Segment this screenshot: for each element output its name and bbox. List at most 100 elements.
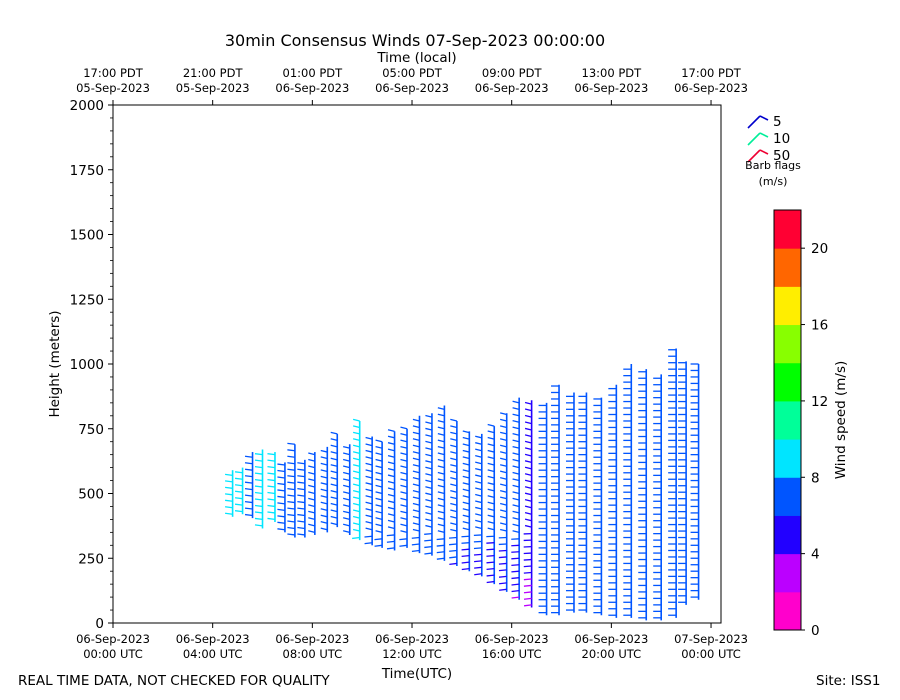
y-tick-label: 500 [78, 487, 104, 503]
wind-barb-tick [448, 536, 457, 539]
wind-barb-tick [365, 475, 373, 479]
barb-legend-value: 10 [773, 131, 790, 147]
wind-barb-tick [449, 556, 457, 559]
wind-barb-tick [461, 567, 470, 571]
wind-barb-tick [244, 494, 253, 497]
wind-barb-tick [343, 504, 350, 508]
wind-barb-tick [437, 439, 445, 443]
wind-barb-tick [297, 500, 305, 504]
wind-barb-tick [437, 517, 445, 521]
wind-barb-tick [462, 488, 470, 492]
barb-legend-units: (m/s) [759, 175, 788, 188]
wind-barb-tick [234, 510, 243, 513]
wind-barb-tick [254, 465, 263, 469]
wind-barb-tick [308, 471, 315, 475]
y-tick-label: 1750 [70, 163, 104, 179]
wind-barb-tick [352, 483, 360, 487]
wind-barb-tick [524, 408, 532, 412]
wind-barb-tick [487, 521, 495, 524]
x-tick-date: 06-Sep-2023 [574, 632, 648, 646]
wind-barb-tick [462, 475, 470, 479]
wind-barb-tick [512, 439, 520, 443]
wind-barb-tick [387, 448, 395, 452]
wind-barb-tick [425, 421, 433, 425]
wind-barb-tick [287, 455, 295, 458]
x-tick-time: 20:00 UTC [582, 647, 642, 661]
wind-barb-tick [267, 504, 276, 508]
y-tick-label: 1000 [70, 357, 104, 373]
wind-barb-tick [474, 560, 482, 563]
wind-barb-tick [254, 459, 263, 462]
wind-barb-tick [297, 468, 305, 471]
wind-barb-tick [352, 522, 360, 526]
wind-barb-tick [365, 508, 373, 511]
y-tick-label: 750 [78, 422, 104, 438]
wind-barb-tick [320, 475, 328, 479]
wind-barb-tick [330, 522, 338, 526]
quality-disclaimer: REAL TIME DATA, NOT CHECKED FOR QUALITY [18, 673, 330, 689]
wind-barb-tick [412, 528, 420, 532]
wind-barb-tick [462, 508, 470, 511]
wind-barb-tick [475, 506, 482, 510]
wind-barb-tick [287, 520, 295, 523]
wind-barb-tick [436, 551, 445, 554]
wind-barb-tick [524, 518, 532, 522]
wind-barb-tick [462, 521, 470, 524]
x-tick-time: 00:00 UTC [83, 647, 143, 661]
wind-barb-tick [400, 523, 408, 527]
wind-barb-tick [499, 464, 507, 467]
plot-area [112, 104, 722, 624]
wind-barb-tick [462, 482, 470, 486]
wind-barb-tick [400, 445, 408, 449]
wind-barb-tick [511, 564, 520, 567]
wind-barb-tick [399, 538, 408, 541]
wind-barb-tick [512, 413, 520, 417]
wind-barb-tick [499, 438, 507, 442]
wind-barb-tick [375, 458, 383, 462]
wind-barb-tick [343, 445, 350, 449]
wind-barb-tick [365, 449, 373, 453]
wind-barb-tick [512, 491, 520, 495]
wind-barb-tick [437, 471, 445, 475]
wind-barb-tick [425, 427, 433, 431]
wind-barb-tick [244, 475, 253, 478]
wind-barb-tick [523, 571, 532, 574]
top-tick-date: 06-Sep-2023 [475, 81, 549, 95]
wind-barb-tick [524, 486, 532, 489]
wind-barb-tick [450, 489, 458, 493]
wind-barb-tick [524, 499, 532, 502]
wind-barb-tick [450, 431, 458, 435]
wind-barb-tick [462, 443, 470, 447]
wind-barb-tick [498, 562, 507, 565]
wind-barb-tick [524, 460, 532, 464]
wind-barb-tick [499, 528, 507, 532]
wind-barb-tick [487, 495, 495, 499]
wind-barb-tick [352, 509, 360, 513]
wind-barb-tick [387, 442, 395, 445]
wind-barb-tick [412, 515, 420, 519]
wind-barb-tick [512, 523, 520, 527]
wind-barb-tick [437, 420, 445, 423]
colorbar-tick-label: 0 [811, 623, 820, 639]
wind-barb-tick [287, 475, 295, 478]
wind-barb-tick [487, 488, 495, 492]
wind-barb-tick [267, 511, 276, 514]
wind-barb-tick [425, 479, 433, 483]
wind-barb-tick [297, 481, 305, 484]
wind-barb-tick [424, 545, 433, 549]
wind-barb-tick [234, 490, 243, 493]
wind-barb-tick [499, 451, 507, 454]
wind-barb-tick [437, 465, 445, 469]
wind-barb-tick [343, 452, 350, 456]
wind-barb-tick [411, 543, 420, 546]
wind-barb-tick [254, 472, 263, 475]
wind-barb-tick [244, 500, 253, 504]
wind-barb-tick [486, 567, 495, 571]
wind-barb-tick [330, 444, 338, 448]
barb-legend-staff [747, 132, 761, 146]
wind-barb-tick [297, 475, 305, 478]
colorbar-segment [774, 362, 801, 402]
barb-legend-value: 50 [773, 148, 790, 164]
wind-barb-tick [512, 420, 520, 423]
